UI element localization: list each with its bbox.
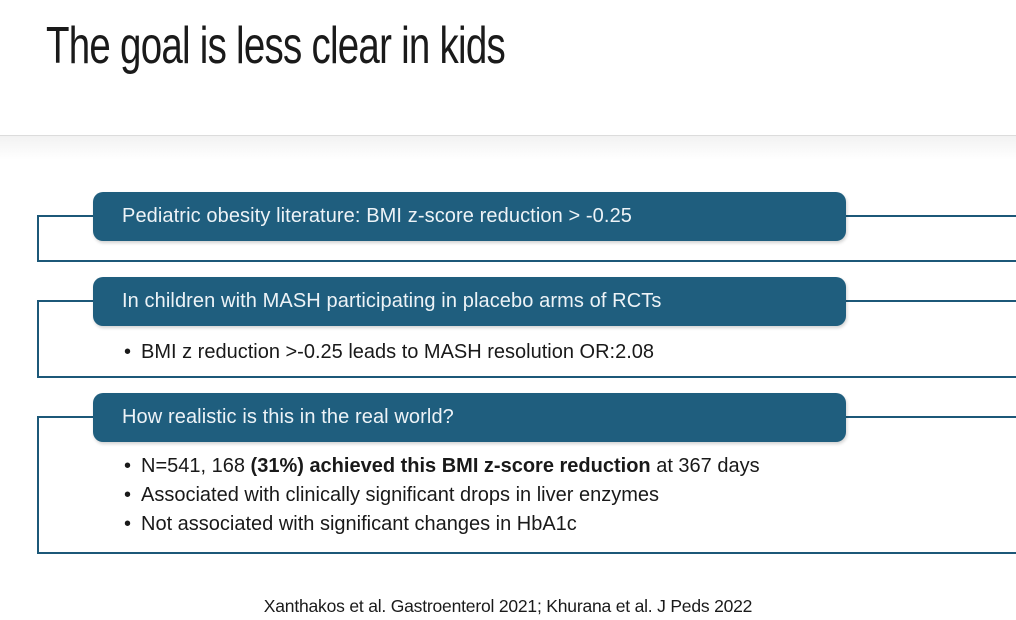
section1-bracket-vertical-line	[37, 215, 39, 262]
section1-header-label: Pediatric obesity literature: BMI z-scor…	[122, 205, 633, 227]
section3-bracket-vertical-line	[37, 416, 39, 554]
section2-right-line	[846, 300, 1016, 302]
section3-bullet3-text: Not associated with significant changes …	[141, 513, 577, 535]
section3-right-line	[846, 416, 1016, 418]
section2-bottom-line	[37, 376, 1016, 378]
section3-bullet1-post: at 367 days	[650, 455, 760, 477]
section2-header-box: In children with MASH participating in p…	[93, 277, 846, 326]
bullet-icon: •	[124, 455, 132, 477]
section3-bullet1-pre: N=541, 168	[141, 455, 251, 477]
bullet-icon: •	[124, 513, 132, 535]
section1-bottom-line	[37, 260, 1016, 262]
bullet-icon: •	[124, 341, 132, 363]
slide-title: The goal is less clear in kids	[46, 17, 506, 75]
section3-bullet2-text: Associated with clinically significant d…	[141, 484, 659, 506]
section2-bracket-vertical-line	[37, 300, 39, 378]
section1-right-line	[846, 215, 1016, 217]
citation-footer: Xanthakos et al. Gastroenterol 2021; Khu…	[263, 596, 753, 616]
list-item: • Associated with clinically significant …	[124, 481, 760, 510]
section3-bottom-line	[37, 552, 1016, 554]
section3-header-box: How realistic is this in the real world?	[93, 393, 846, 442]
bullet-icon: •	[124, 484, 132, 506]
section3-bullet1-bold: (31%) achieved this BMI z-score reductio…	[250, 455, 651, 477]
section1-header-box: Pediatric obesity literature: BMI z-scor…	[93, 192, 846, 241]
section2-left-stub-line	[37, 300, 95, 302]
section3-left-stub-line	[37, 416, 95, 418]
section3-header-label: How realistic is this in the real world?	[122, 406, 454, 428]
list-item: • Not associated with significant changes…	[124, 510, 760, 539]
list-item: • BMI z reduction >-0.25 leads to MASH re…	[124, 338, 654, 367]
section2-bullet-list: • BMI z reduction >-0.25 leads to MASH re…	[124, 338, 654, 367]
section2-header-label: In children with MASH participating in p…	[122, 290, 662, 312]
section3-bullet-list: • N=541, 168 (31%) achieved this BMI z-sc…	[124, 452, 760, 539]
section1-left-stub-line	[37, 215, 95, 217]
section2-bullet1-text: BMI z reduction >-0.25 leads to MASH res…	[141, 341, 655, 363]
list-item: • N=541, 168 (31%) achieved this BMI z-sc…	[124, 452, 760, 481]
title-divider	[0, 135, 1016, 160]
